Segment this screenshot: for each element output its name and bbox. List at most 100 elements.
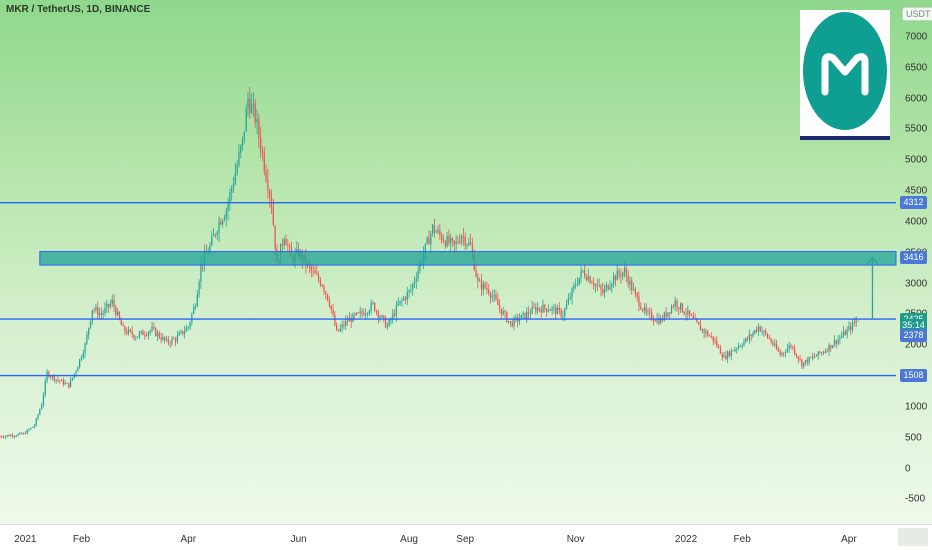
candle-body [185,327,188,332]
candle-body [160,337,162,340]
candle-body [636,293,638,297]
candle-body [435,231,437,233]
candle-body [681,303,684,312]
candle-body [229,192,231,203]
currency-label[interactable]: USDT [902,7,932,21]
target-arrow-head [866,256,878,265]
candle-body [643,307,646,311]
candle-body [357,312,360,314]
candle-body [547,310,550,312]
symbol-title[interactable]: MKR / TetherUS, 1D, BINANCE [6,4,151,15]
candle-body [669,312,671,314]
candle-body [750,334,752,336]
candle-body [824,351,827,353]
candle-body [50,376,52,378]
candle-body [837,339,839,344]
candle-body [193,306,195,314]
candle-body [687,310,689,315]
candle-body [33,425,36,427]
candle-body [374,302,376,312]
arrow-layer [866,256,878,320]
candle-body [576,284,579,286]
candle-body [542,304,544,313]
price-tick-label: 4000 [905,216,928,228]
candle-body [683,311,685,314]
candle-body [412,283,414,290]
candle-body [115,307,117,316]
candle-body [84,343,86,354]
candle-body [446,236,448,247]
candle-body [272,207,274,226]
candle-body [468,242,470,245]
time-tick-label: Aug [400,534,418,545]
candle-body [158,332,160,338]
candle-body [53,375,55,381]
candle-body [777,348,779,352]
candle-body [368,311,370,314]
candle-body [2,437,5,438]
time-tick-label: Feb [72,534,91,545]
candle-body [0,436,1,438]
candle-body [88,327,90,335]
candle-body [565,304,568,309]
candle-body [352,313,354,323]
candle-body [392,313,394,320]
candle-body [469,242,472,245]
time-axis[interactable]: 2021 Feb Apr Jun Aug Sep Nov 2022 Feb Apr [0,524,932,550]
candle-body [676,300,678,308]
candle-body [350,318,352,323]
candle-body [57,379,59,381]
candle-body [69,379,72,388]
candle-body [790,345,792,347]
candle-body [238,152,240,165]
candle-body [828,344,830,352]
candle-body [66,382,68,384]
candle-body [60,379,63,382]
candle-body [346,320,349,322]
candle-body [428,237,430,245]
candle-body [200,263,202,282]
candle-body [30,427,32,430]
candle-body [574,284,577,286]
candle-body [365,313,367,316]
candle-body [804,359,807,363]
candle-body [399,300,401,304]
candle-body [745,338,747,342]
candle-body [216,232,218,236]
candle-body [482,283,484,290]
candle-body [493,295,495,297]
candle-body [174,338,177,342]
candle-body [102,313,104,315]
candle-body [198,281,200,295]
candle-body [354,313,356,315]
candle-body [113,299,115,308]
time-tick-label: Jun [290,534,307,545]
candle-body [736,348,738,350]
candle-body [553,307,555,309]
candle-body [502,311,504,315]
candle-body [21,432,23,435]
candle-body [710,336,713,337]
candle-body [833,340,836,346]
candle-body [281,243,284,246]
candle-body [663,312,665,321]
candle-body [337,329,340,331]
candle-body [500,308,503,315]
candle-body [755,329,758,332]
candle-body [781,352,783,355]
candle-body [495,295,497,300]
price-badge: 3416 [900,251,927,265]
candle-body [171,338,173,344]
candle-body [602,289,604,294]
candle-body [424,243,427,255]
zone-layer [39,251,897,266]
axis-corner-box[interactable] [898,528,928,546]
candle-body [165,338,168,341]
candle-body [513,317,515,327]
candle-body [555,307,557,315]
maker-m-logo-icon [800,10,890,140]
candle-body [339,327,341,331]
